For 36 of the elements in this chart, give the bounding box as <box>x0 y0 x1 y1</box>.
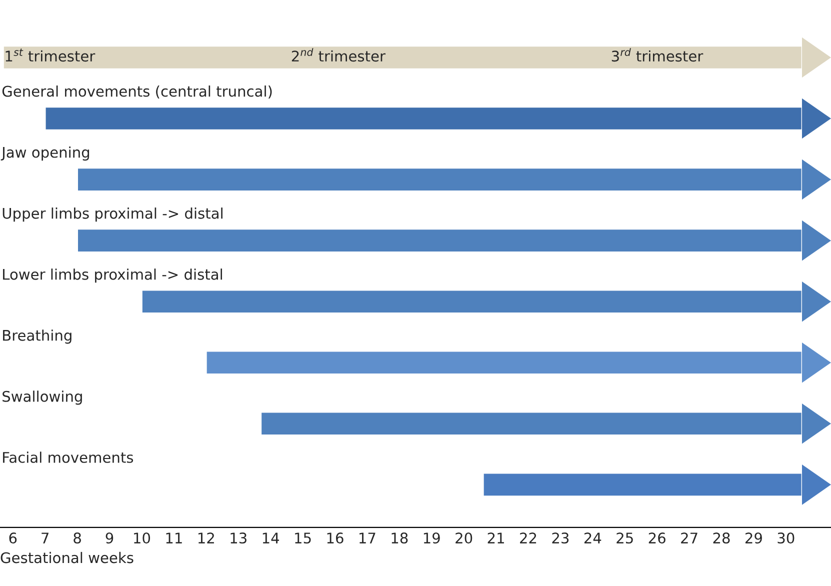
x-tick-label: 12 <box>198 532 214 544</box>
x-tick-label: 18 <box>392 532 408 544</box>
x-tick-label: 13 <box>230 532 246 544</box>
x-tick-label: 11 <box>166 532 182 544</box>
x-tick-label: 25 <box>616 532 633 544</box>
x-tick-label: 23 <box>552 532 569 544</box>
y-tick-label: General movements (central truncal) <box>2 85 272 98</box>
x-tick-label: 29 <box>745 532 762 544</box>
x-tick-label: 8 <box>74 532 81 544</box>
x-tick-label: 6 <box>9 532 17 544</box>
x-tick-label: 30 <box>778 532 794 544</box>
y-tick-label: Breathing <box>3 330 72 344</box>
y-tick-label: Lower limbs proximal -> distal <box>3 268 222 283</box>
x-tick-label: 16 <box>327 532 344 544</box>
x-tick-label: 20 <box>456 532 472 544</box>
x-tick-label: 19 <box>424 532 440 544</box>
x-tick-label: 7 <box>42 532 48 544</box>
x-tick-label: 10 <box>134 532 150 544</box>
x-tick-label: 22 <box>520 532 536 544</box>
x-tick-label: 24 <box>584 532 602 544</box>
x-tick-label: 14 <box>262 532 280 544</box>
y-tick-label: Swallowing <box>2 390 82 405</box>
x-tick-label: 15 <box>295 532 311 544</box>
x-tick-label: 26 <box>648 532 666 544</box>
annotation: 1$^{st}$ trimester <box>6 48 96 62</box>
x-tick-label: 9 <box>106 532 114 544</box>
y-tick-label: Upper limbs proximal -> distal <box>2 208 222 222</box>
y-tick-label: Jaw opening <box>0 146 90 161</box>
x-tick-label: 28 <box>713 532 730 544</box>
y-tick-label: Facial movements <box>3 452 134 463</box>
annotation: 3$^{rd}$ trimester <box>612 48 704 62</box>
x-tick-label: 21 <box>488 532 504 544</box>
x-axis-title: Gestational weeks <box>0 552 134 564</box>
x-tick-label: 17 <box>360 532 376 544</box>
x-tick-label: 27 <box>681 532 698 544</box>
annotation: 2$^{nd}$ trimester <box>292 48 386 62</box>
